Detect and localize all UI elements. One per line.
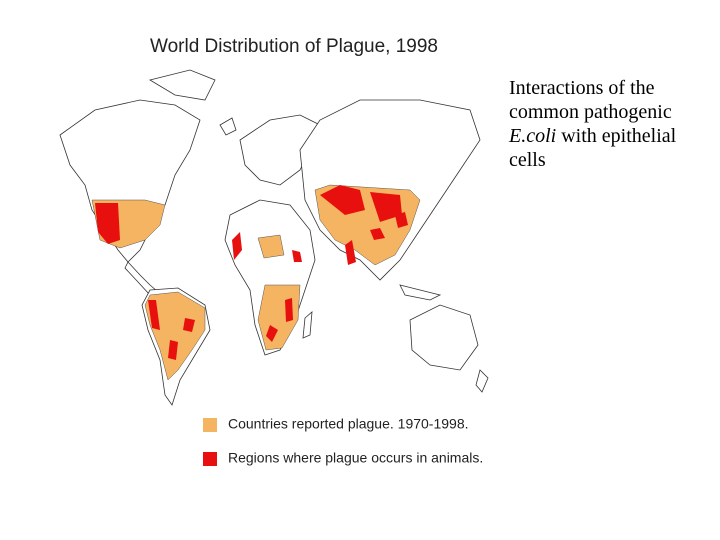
text: with epithelial cells xyxy=(509,125,677,171)
legend-swatch xyxy=(203,452,217,466)
legend-swatch xyxy=(203,418,217,432)
legend-label: Countries reported plague. 1970-1998. xyxy=(228,416,469,432)
text: Interactions of the common pathogenic xyxy=(509,77,672,123)
world-map xyxy=(59,69,489,406)
emphasis: E.coli xyxy=(509,125,557,147)
legend-label: Regions where plague occurs in animals. xyxy=(228,450,483,466)
side-text: Interactions of the common pathogenic E.… xyxy=(509,76,717,172)
map-title: World Distribution of Plague, 1998 xyxy=(150,36,438,57)
